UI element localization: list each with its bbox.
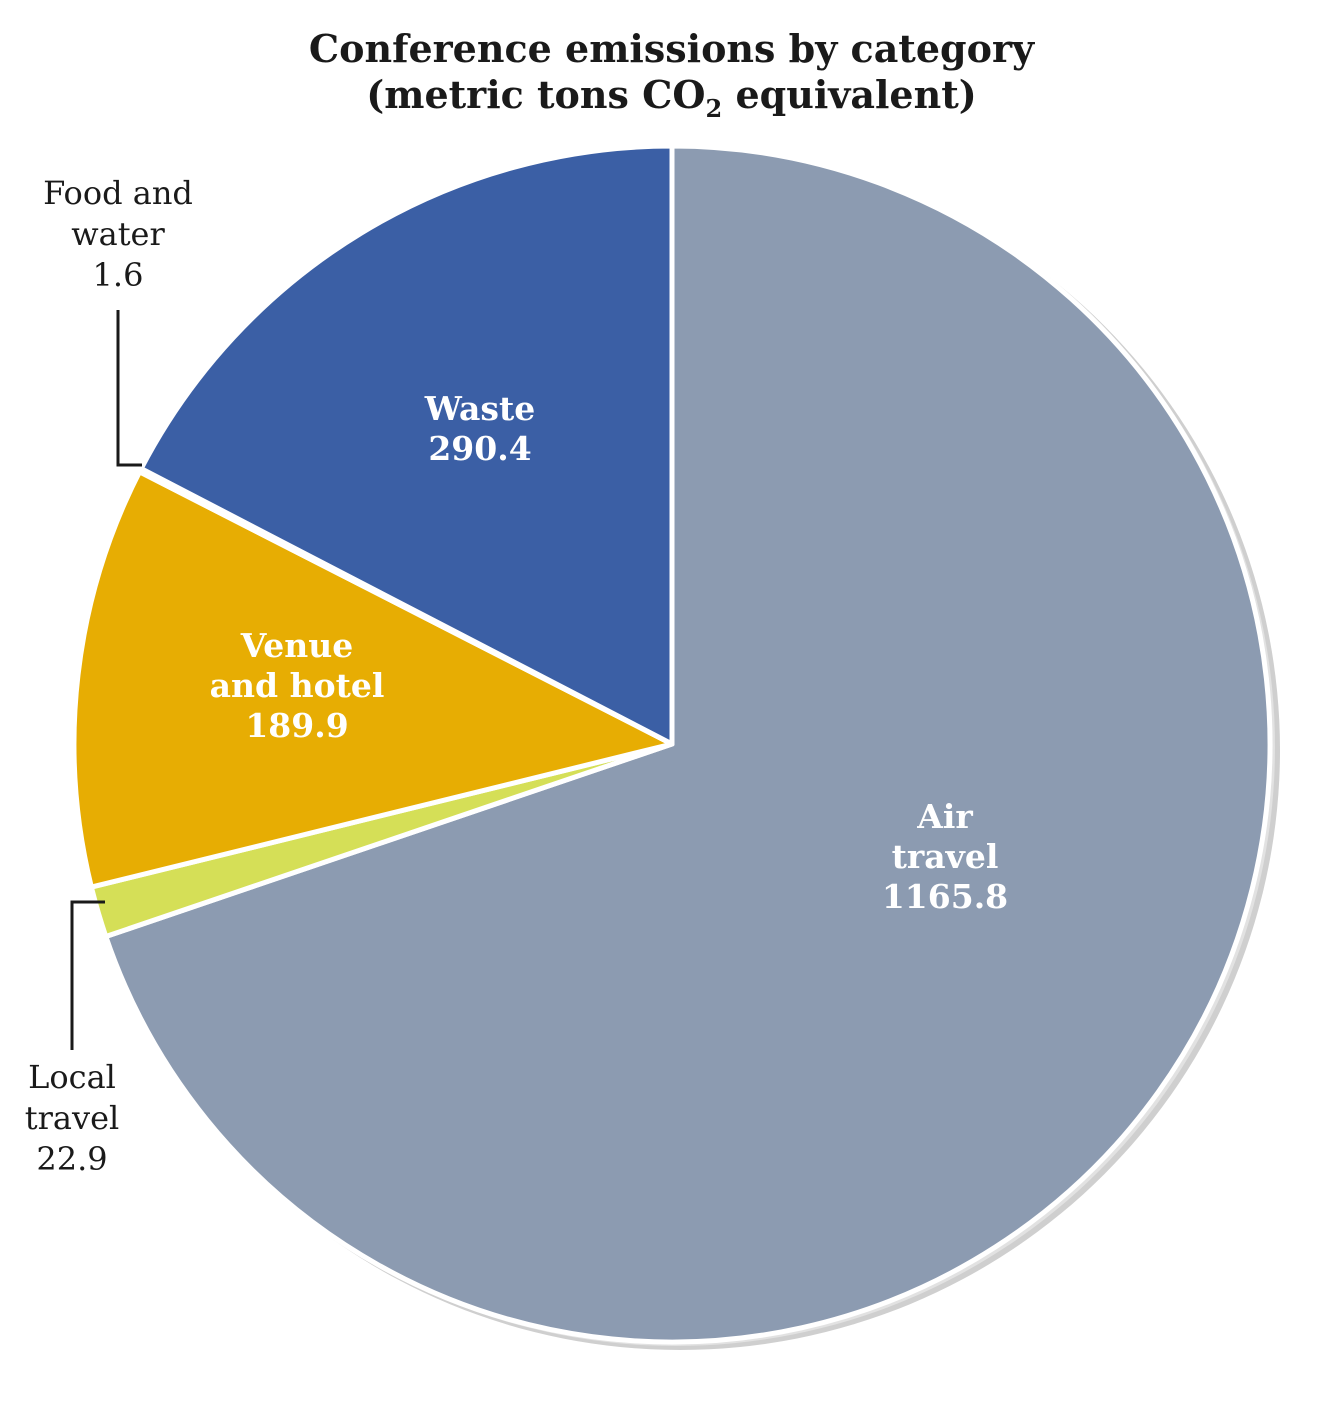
- slice-name-venue-and-hotel: and hotel: [210, 666, 385, 705]
- pie-rim: [72, 144, 1272, 1344]
- slice-name-local-travel: travel: [25, 1099, 119, 1137]
- slice-name-air-travel: travel: [892, 837, 999, 876]
- slice-value-local-travel: 22.9: [36, 1140, 107, 1178]
- leader-line-food-and-water: [116, 310, 142, 467]
- title-subscript: 2: [705, 94, 723, 123]
- slice-label-food-and-water: Food and water 1.6: [43, 174, 193, 294]
- slice-name-waste: Waste: [424, 389, 535, 428]
- slice-name-food-and-water: Food and: [43, 174, 193, 212]
- slice-name-venue-and-hotel: Venue: [240, 626, 354, 665]
- slice-name-local-travel: Local: [28, 1058, 116, 1096]
- slice-label-local-travel: Local travel 22.9: [25, 1058, 119, 1178]
- slice-value-venue-and-hotel: 189.9: [245, 706, 348, 745]
- slice-name-food-and-water: water: [71, 215, 165, 253]
- slice-label-waste: Waste 290.4: [424, 389, 535, 468]
- slice-value-waste: 290.4: [428, 429, 531, 468]
- leader-line-local-travel: [70, 900, 105, 1050]
- slice-value-air-travel: 1165.8: [882, 877, 1008, 916]
- slice-label-air-travel: Air travel 1165.8: [882, 797, 1008, 916]
- title-post: equivalent): [722, 72, 977, 117]
- slice-name-air-travel: Air: [916, 797, 973, 836]
- chart-title-line-1: Conference emissions by category: [308, 26, 1035, 71]
- chart-title: Conference emissions by category (metric…: [0, 26, 1343, 121]
- title-pre: (metric tons CO: [366, 72, 706, 117]
- slice-value-food-and-water: 1.6: [93, 256, 144, 294]
- slice-label-venue-and-hotel: Venue and hotel 189.9: [210, 626, 385, 745]
- chart-title-line-2: (metric tons CO2 equivalent): [0, 72, 1343, 121]
